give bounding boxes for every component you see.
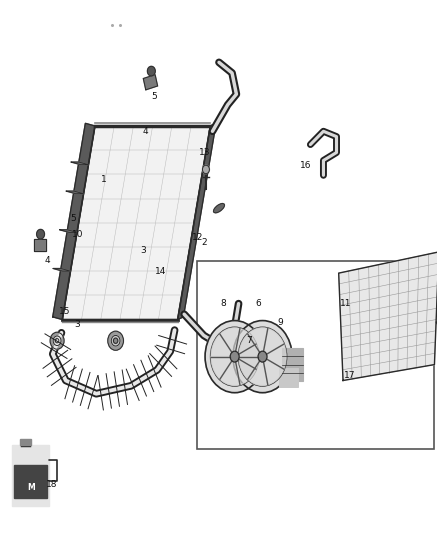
Text: 16: 16 [300,161,312,170]
Polygon shape [266,344,286,369]
Text: 11: 11 [339,299,351,308]
Polygon shape [248,328,268,352]
Circle shape [148,66,155,76]
Circle shape [233,320,292,393]
Circle shape [210,327,259,386]
Polygon shape [53,269,71,271]
Circle shape [53,336,61,345]
Polygon shape [66,191,84,193]
Bar [279,368,298,387]
Polygon shape [62,126,210,319]
Text: 1: 1 [101,174,106,183]
Text: 7: 7 [247,336,252,345]
Text: 2: 2 [201,238,207,247]
Text: 4: 4 [142,127,148,136]
Polygon shape [211,357,232,379]
Text: 5: 5 [151,92,157,101]
Text: 13: 13 [199,148,211,157]
Polygon shape [264,328,284,354]
Text: 9: 9 [277,318,283,327]
Text: 18: 18 [46,480,57,489]
Bar [12,445,49,506]
Circle shape [55,338,59,343]
Text: 4: 4 [44,256,50,265]
Ellipse shape [214,204,224,213]
Bar [14,465,47,498]
Circle shape [202,165,209,174]
Polygon shape [34,239,46,251]
Text: 3: 3 [74,320,81,329]
Circle shape [108,331,124,350]
Circle shape [258,351,267,362]
Polygon shape [53,123,95,319]
Polygon shape [236,359,256,385]
Text: 10: 10 [72,230,83,239]
Polygon shape [239,357,260,379]
Text: 3: 3 [140,246,146,255]
Polygon shape [211,334,232,357]
Circle shape [230,351,239,362]
Polygon shape [60,230,77,232]
Polygon shape [220,361,240,385]
Circle shape [113,338,118,343]
Circle shape [238,327,287,386]
Text: 17: 17 [344,370,355,379]
Text: 5: 5 [71,214,76,223]
Polygon shape [71,162,88,165]
Circle shape [37,229,45,239]
Text: 8: 8 [220,299,226,308]
Polygon shape [178,123,216,319]
Polygon shape [236,328,256,354]
Polygon shape [20,439,31,445]
Circle shape [205,320,264,393]
Text: M: M [27,483,35,492]
Polygon shape [339,252,438,381]
Polygon shape [220,328,240,352]
Polygon shape [264,359,284,385]
Text: 12: 12 [191,233,203,242]
Bar [197,261,434,449]
Bar [282,348,303,381]
Polygon shape [248,361,268,385]
Polygon shape [239,344,258,369]
Circle shape [50,332,64,349]
Text: 6: 6 [255,299,261,308]
Polygon shape [143,75,158,90]
Text: 15: 15 [59,307,70,316]
Polygon shape [239,334,260,357]
Circle shape [111,335,120,346]
Text: 14: 14 [155,268,166,276]
